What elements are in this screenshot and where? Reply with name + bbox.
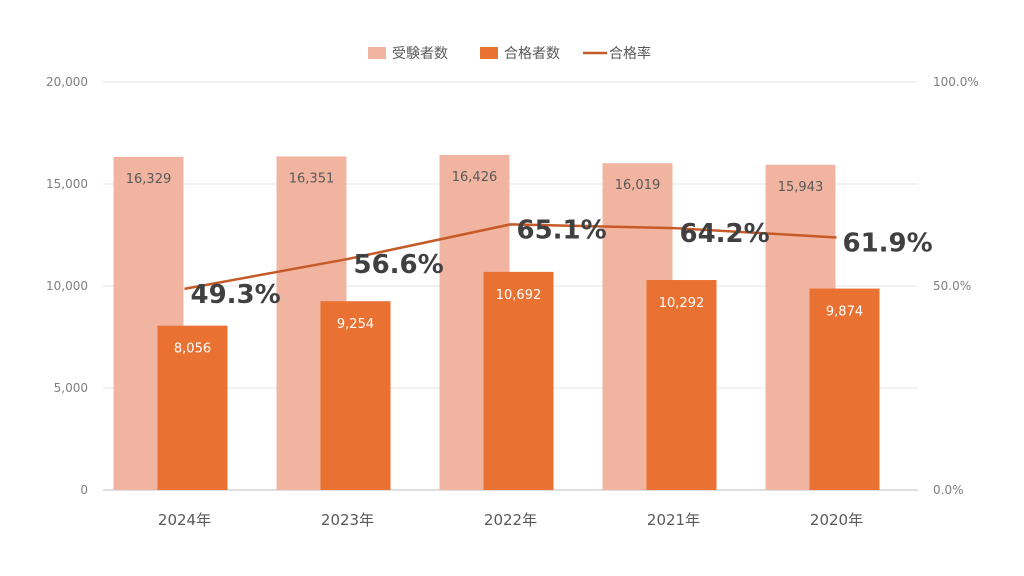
y-left-tick-label: 15,000 [46, 177, 88, 191]
x-tick-label: 2024年 [158, 511, 211, 529]
legend-swatch [480, 47, 498, 59]
bar-passers [157, 325, 228, 490]
legend-label: 合格率 [609, 45, 651, 62]
x-axis: 2024年 2023年 2022年 2021年 2020年 [158, 511, 863, 529]
bars [113, 154, 880, 490]
legend-passers: 合格者数 [480, 46, 560, 62]
x-tick-label: 2020年 [810, 511, 863, 529]
bar-passers-label: 9,254 [337, 317, 374, 332]
y-right-tick-label: 50.0% [933, 279, 971, 293]
bar-passers [809, 288, 880, 490]
legend-label: 受験者数 [392, 46, 448, 62]
x-tick-label: 2022年 [484, 511, 537, 529]
rate-label: 61.9% [843, 228, 933, 258]
y-right-tick-label: 100.0% [933, 75, 979, 89]
legend: 受験者数 合格者数 合格率 [368, 45, 651, 62]
rate-label: 64.2% [680, 219, 770, 249]
y-axis-right: 0.0% 50.0% 100.0% [933, 75, 979, 497]
legend-label: 合格者数 [504, 46, 560, 62]
bar-passers-label: 8,056 [174, 342, 211, 357]
y-left-tick-label: 10,000 [46, 279, 88, 293]
y-left-tick-label: 20,000 [46, 75, 88, 89]
legend-rate: 合格率 [583, 45, 651, 62]
bar-examinees-label: 16,329 [126, 172, 172, 187]
y-left-tick-label: 5,000 [54, 381, 88, 395]
x-tick-label: 2021年 [647, 511, 700, 529]
y-axis-left: 0 5,000 10,000 15,000 20,000 [46, 75, 88, 497]
rate-label: 65.1% [517, 215, 607, 245]
y-left-tick-label: 0 [80, 483, 88, 497]
rate-label: 49.3% [191, 280, 281, 310]
bar-passers [483, 271, 554, 490]
bar-examinees-label: 16,351 [289, 171, 335, 186]
bar-passers-label: 9,874 [826, 305, 863, 320]
rate-line [184, 223, 837, 291]
bar-examinees-label: 16,426 [452, 170, 498, 185]
x-tick-label: 2023年 [321, 511, 374, 529]
y-right-tick-label: 0.0% [933, 483, 964, 497]
data-labels: 16,329 8,056 16,351 9,254 16,426 10,692 16,019… [126, 170, 933, 357]
rate-label: 56.6% [354, 250, 444, 280]
bar-examinees-label: 16,019 [615, 178, 661, 193]
bar-passers-label: 10,292 [659, 296, 705, 311]
rate-series-line [184, 223, 837, 291]
bar-examinees-label: 15,943 [778, 180, 824, 195]
bar-passers [320, 301, 391, 490]
bar-passers-label: 10,692 [496, 288, 542, 303]
bar-passers [646, 280, 717, 490]
legend-swatch [368, 47, 386, 59]
legend-examinees: 受験者数 [368, 46, 448, 62]
